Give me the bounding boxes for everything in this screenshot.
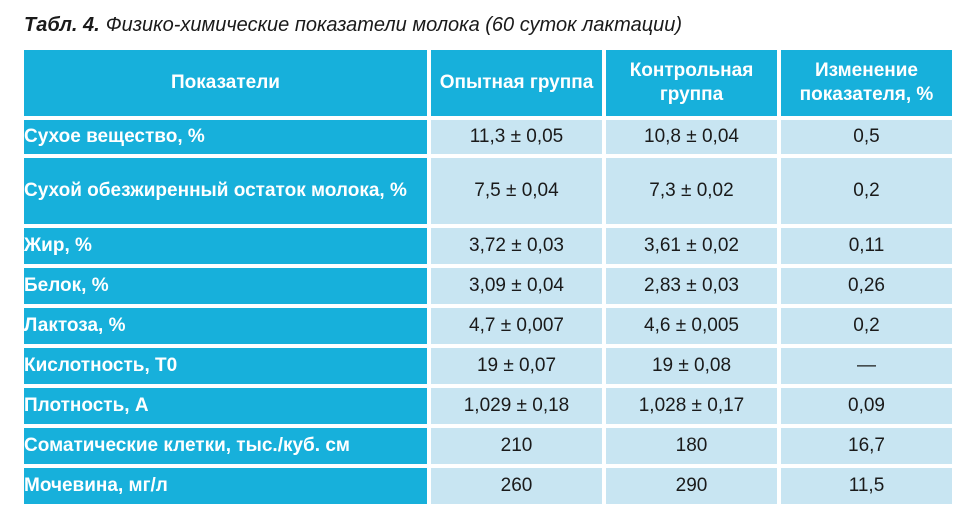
header-row: Показатели Опытная группа Контрольная гр…	[24, 50, 952, 116]
cell-control: 290	[606, 468, 777, 504]
cell-experimental: 260	[431, 468, 602, 504]
header-cell-experimental: Опытная группа	[431, 50, 602, 116]
cell-experimental: 210	[431, 428, 602, 464]
cell-experimental: 1,029 ± 0,18	[431, 388, 602, 424]
header-cell-control: Контрольная группа	[606, 50, 777, 116]
row-label: Кислотность, Т0	[24, 348, 427, 384]
cell-experimental: 11,3 ± 0,05	[431, 120, 602, 154]
cell-control: 2,83 ± 0,03	[606, 268, 777, 304]
cell-control: 3,61 ± 0,02	[606, 228, 777, 264]
cell-change: 0,5	[781, 120, 952, 154]
table-row: Мочевина, мг/л 260 290 11,5	[24, 468, 952, 504]
cell-control: 7,3 ± 0,02	[606, 158, 777, 224]
cell-experimental: 7,5 ± 0,04	[431, 158, 602, 224]
table-row: Жир, % 3,72 ± 0,03 3,61 ± 0,02 0,11	[24, 228, 952, 264]
cell-change: —	[781, 348, 952, 384]
caption-label: Табл. 4.	[24, 14, 100, 36]
row-label: Плотность, А	[24, 388, 427, 424]
cell-experimental: 3,09 ± 0,04	[431, 268, 602, 304]
milk-indicators-table: Показатели Опытная группа Контрольная гр…	[20, 46, 956, 508]
cell-change: 0,09	[781, 388, 952, 424]
table-row: Кислотность, Т0 19 ± 0,07 19 ± 0,08 —	[24, 348, 952, 384]
cell-experimental: 3,72 ± 0,03	[431, 228, 602, 264]
cell-control: 19 ± 0,08	[606, 348, 777, 384]
cell-change: 0,11	[781, 228, 952, 264]
cell-change: 16,7	[781, 428, 952, 464]
cell-change: 0,2	[781, 308, 952, 344]
caption-text: Физико-химические показатели молока (60 …	[105, 14, 683, 36]
table-row: Лактоза, % 4,7 ± 0,007 4,6 ± 0,005 0,2	[24, 308, 952, 344]
row-label: Сухой обезжиренный остаток молока, %	[24, 158, 427, 224]
cell-control: 10,8 ± 0,04	[606, 120, 777, 154]
cell-change: 0,2	[781, 158, 952, 224]
cell-control: 4,6 ± 0,005	[606, 308, 777, 344]
table-row: Соматические клетки, тыс./куб. см 210 18…	[24, 428, 952, 464]
table-row: Сухой обезжиренный остаток молока, % 7,5…	[24, 158, 952, 224]
table-row: Сухое вещество, % 11,3 ± 0,05 10,8 ± 0,0…	[24, 120, 952, 154]
cell-experimental: 19 ± 0,07	[431, 348, 602, 384]
cell-control: 1,028 ± 0,17	[606, 388, 777, 424]
row-label: Сухое вещество, %	[24, 120, 427, 154]
row-label: Белок, %	[24, 268, 427, 304]
cell-change: 0,26	[781, 268, 952, 304]
row-label: Мочевина, мг/л	[24, 468, 427, 504]
table-row: Плотность, А 1,029 ± 0,18 1,028 ± 0,17 0…	[24, 388, 952, 424]
row-label: Лактоза, %	[24, 308, 427, 344]
cell-experimental: 4,7 ± 0,007	[431, 308, 602, 344]
header-cell-indicator: Показатели	[24, 50, 427, 116]
cell-change: 11,5	[781, 468, 952, 504]
header-cell-change: Изменение показателя, %	[781, 50, 952, 116]
row-label: Соматические клетки, тыс./куб. см	[24, 428, 427, 464]
row-label: Жир, %	[24, 228, 427, 264]
table-caption: Табл. 4. Физико-химические показатели мол…	[24, 10, 682, 40]
table-row: Белок, % 3,09 ± 0,04 2,83 ± 0,03 0,26	[24, 268, 952, 304]
cell-control: 180	[606, 428, 777, 464]
